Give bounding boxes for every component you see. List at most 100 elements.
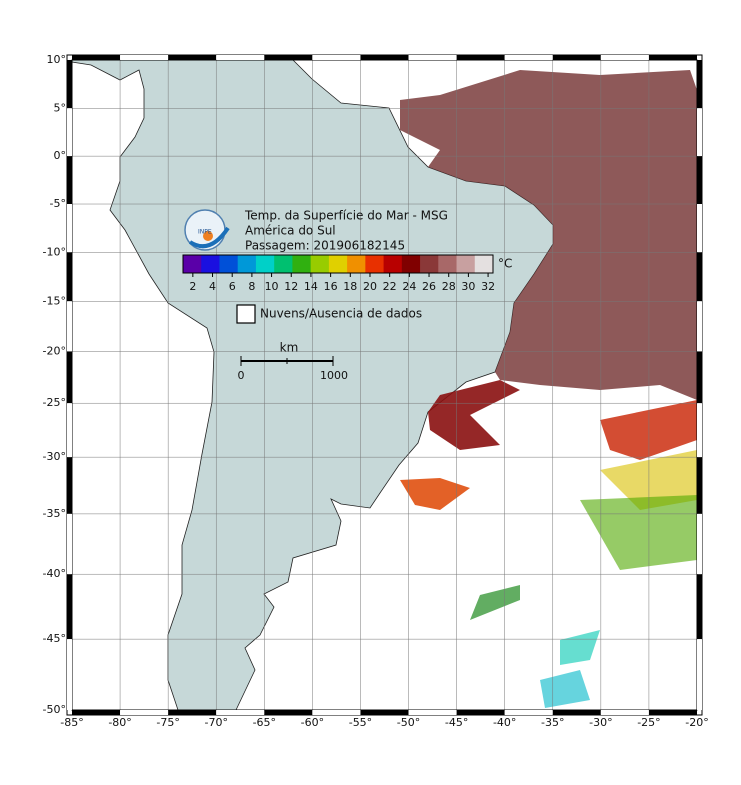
frame-segment: [216, 55, 265, 60]
frame-segment: [120, 55, 169, 60]
frame-segment: [697, 351, 702, 404]
lon-tick-label: -20°: [685, 716, 708, 729]
lon-tick-label: -40°: [493, 716, 516, 729]
frame-segment: [360, 55, 409, 60]
colorbar-segment: [347, 255, 366, 273]
frame-segment: [67, 301, 72, 352]
frame-segment: [72, 55, 121, 60]
colorbar-segment: [383, 255, 403, 273]
lat-tick-label: 10°: [47, 53, 67, 66]
lat-tick-label: -20°: [43, 344, 66, 357]
colorbar-segment: [274, 255, 293, 273]
colorbar-unit: °C: [498, 257, 512, 271]
frame-segment: [408, 55, 457, 60]
lon-tick-label: -70°: [204, 716, 227, 729]
lon-tick-label: -65°: [253, 716, 276, 729]
logo: INPE: [184, 209, 230, 251]
lon-tick-label: -50°: [397, 716, 420, 729]
colorbar-tick-label: 2: [189, 280, 196, 293]
frame-segment: [456, 710, 505, 715]
colorbar-tick-label: 16: [324, 280, 338, 293]
frame-segment: [697, 403, 702, 458]
lat-tick-label: 5°: [54, 101, 67, 114]
frame-segment: [697, 301, 702, 352]
lat-tick-label: -40°: [43, 567, 66, 580]
frame-segment: [67, 156, 72, 205]
colorbar-segment: [438, 255, 458, 273]
colorbar-tick-label: 24: [402, 280, 416, 293]
scale-unit: km: [280, 341, 299, 355]
colorbar-segment: [183, 255, 202, 273]
colorbar-segment: [365, 255, 385, 273]
frame-segment: [67, 351, 72, 404]
lon-tick-label: -55°: [349, 716, 372, 729]
lat-tick-label: -50°: [43, 703, 66, 716]
colorbar-segment: [328, 255, 348, 273]
lon-tick-label: -35°: [541, 716, 564, 729]
lat-tick-label: -30°: [43, 450, 66, 463]
lon-tick-label: -45°: [445, 716, 468, 729]
colorbar-segment: [219, 255, 239, 273]
frame-segment: [67, 403, 72, 458]
lat-tick-label: -25°: [43, 396, 66, 409]
colorbar-tick-label: 12: [284, 280, 298, 293]
frame-segment: [456, 55, 505, 60]
colorbar-tick-label: 26: [422, 280, 436, 293]
frame-segment: [408, 710, 457, 715]
frame-segment: [67, 513, 72, 575]
colorbar-segment: [292, 255, 312, 273]
map-frame: [66, 54, 703, 716]
lon-tick-label: -30°: [589, 716, 612, 729]
frame-segment: [67, 60, 72, 109]
subtitle: América do Sul: [245, 224, 336, 238]
colorbar-segment: [310, 255, 330, 273]
frame-segment: [600, 55, 649, 60]
frame-segment: [67, 457, 72, 514]
colorbar-segment: [237, 255, 257, 273]
logo-text: INPE: [198, 229, 212, 236]
colorbar-segment: [456, 255, 476, 273]
lat-tick-label: 0°: [54, 149, 67, 162]
frame-segment: [67, 108, 72, 157]
frame-segment: [648, 55, 697, 60]
legend-swatch: [236, 304, 256, 324]
pass-time: Passagem: 201906182145: [245, 239, 405, 253]
frame-segment: [552, 55, 601, 60]
colorbar-outline: [182, 254, 494, 274]
scale-bar: [240, 356, 334, 366]
lon-tick-label: -75°: [156, 716, 179, 729]
lon-tick-label: -85°: [60, 716, 83, 729]
colorbar-tick-label: 14: [304, 280, 318, 293]
frame-segment: [504, 710, 553, 715]
frame-segment: [67, 639, 72, 710]
frame-segment: [697, 60, 702, 109]
frame-segment: [697, 574, 702, 640]
colorbar-tick-label: 18: [343, 280, 357, 293]
lat-tick-label: -35°: [43, 507, 66, 520]
frame-segment: [697, 457, 702, 514]
scale-label: 0: [238, 369, 245, 382]
title: Temp. da Superfície do Mar - MSG: [244, 209, 448, 223]
frame-segment: [648, 710, 697, 715]
colorbar-segment: [401, 255, 421, 273]
colorbar-tick-label: 30: [461, 280, 475, 293]
lat-tick-label: -15°: [43, 294, 66, 307]
frame-segment: [120, 710, 169, 715]
legend-label: Nuvens/Ausencia de dados: [260, 307, 422, 321]
frame-segment: [168, 710, 217, 715]
frame-segment: [360, 710, 409, 715]
frame-segment: [697, 204, 702, 253]
colorbar-tick-label: 20: [363, 280, 377, 293]
lon-tick-label: -25°: [637, 716, 660, 729]
frame-segment: [216, 710, 265, 715]
lon-tick-label: -60°: [301, 716, 324, 729]
scale-label: 1000: [320, 369, 348, 382]
colorbar-segment: [420, 255, 439, 273]
frame-segment: [264, 55, 313, 60]
frame-segment: [264, 710, 313, 715]
frame-segment: [697, 156, 702, 205]
frame-segment: [312, 55, 361, 60]
colorbar-tick-label: 22: [383, 280, 397, 293]
frame-segment: [504, 55, 553, 60]
